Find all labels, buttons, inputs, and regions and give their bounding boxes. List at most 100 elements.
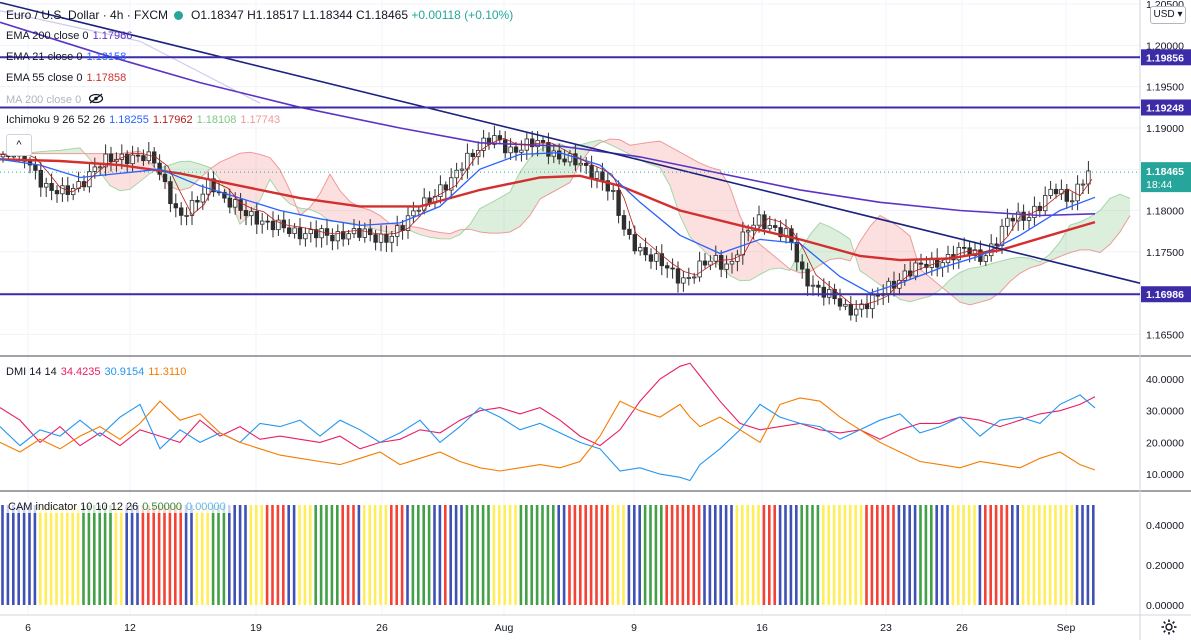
candle-body	[146, 151, 151, 162]
candle-body	[773, 225, 778, 228]
candle-body	[54, 190, 60, 195]
candle-170	[918, 253, 924, 271]
cloud-segment-23	[220, 157, 230, 201]
legend-dmi-name: DMI 14 14	[6, 366, 57, 378]
legend-ema55[interactable]: EMA 55 close 0 1.17858	[6, 72, 130, 84]
cloud-segment-93	[920, 269, 930, 299]
cloud-segment-51	[500, 191, 510, 234]
candle-body	[686, 277, 691, 279]
time-tick-0: 6	[25, 622, 31, 634]
dmi-tick-3: 10.0000	[1146, 469, 1184, 481]
time-tick-8: 26	[956, 622, 968, 634]
candle-body	[232, 199, 238, 208]
collapse-legend-button[interactable]: ^	[6, 134, 32, 156]
candle-85	[459, 162, 465, 181]
dmi-tick-2: 20.0000	[1146, 437, 1184, 449]
candle-164	[886, 277, 891, 303]
cloud-segment-110	[1090, 210, 1100, 253]
cloud-segment-8	[70, 147, 80, 154]
candle-body	[49, 182, 54, 191]
candle-177	[956, 242, 961, 269]
cloud-segment-34	[330, 174, 340, 222]
candle-75	[405, 207, 411, 239]
cloud-segment-24	[230, 153, 240, 225]
candle-body	[243, 210, 249, 217]
price-tag-bg-0	[1141, 49, 1191, 66]
candle-15	[81, 175, 87, 192]
cloud-segment-102	[1010, 257, 1020, 282]
cloud-segment-54	[530, 149, 540, 216]
candle-body	[627, 228, 632, 235]
axes[interactable]: 1.205001.200001.195001.190001.185001.180…	[25, 0, 1191, 634]
price-tag-bg-2	[1141, 286, 1191, 303]
price-tag-1: 1.19248	[1146, 102, 1184, 114]
eye-hidden-icon[interactable]	[88, 93, 104, 104]
candle-body	[459, 168, 465, 171]
time-tick-5: 9	[631, 622, 637, 634]
cloud-segment-87	[860, 226, 870, 278]
candle-body	[1043, 195, 1048, 212]
legend-ema200[interactable]: EMA 200 close 0 1.17966	[6, 30, 136, 42]
candle-body	[567, 153, 573, 163]
candle-81	[438, 175, 443, 204]
time-tick-6: 16	[756, 622, 768, 634]
candle-body	[1064, 188, 1069, 202]
candle-97	[524, 132, 529, 160]
candle-51	[276, 214, 281, 236]
candle-113	[611, 184, 616, 200]
candle-16	[87, 163, 92, 193]
cloud-segment-99	[980, 263, 990, 303]
candle-body	[621, 215, 627, 230]
legend-ema21[interactable]: EMA 21 close 0 1.18158	[6, 51, 130, 63]
legend-dmi[interactable]: DMI 14 14 34.4235 30.9154 11.3110	[6, 366, 190, 378]
candle-body	[659, 253, 664, 267]
candle-body	[270, 220, 276, 231]
symbol-header: Euro / U.S. Dollar · 4h · FXCM O1.18347 H…	[6, 8, 513, 22]
cloud-segment-36	[350, 201, 360, 225]
symbol-title[interactable]: Euro / U.S. Dollar · 4h · FXCM	[6, 8, 169, 22]
legend-ichimoku[interactable]: Ichimoku 9 26 52 26 1.18255 1.17962 1.18108…	[6, 114, 284, 126]
cloud-segment-67	[660, 141, 670, 186]
price-tick-2: 1.19500	[1146, 82, 1184, 94]
candle-body	[540, 140, 546, 143]
candle-body	[708, 260, 713, 266]
candle-body	[11, 155, 16, 158]
candle-123	[665, 262, 670, 278]
candle-body	[713, 254, 718, 262]
cloud-segment-44	[430, 230, 440, 239]
candle-134	[724, 255, 729, 279]
candle-body	[616, 189, 621, 216]
candle-body	[805, 268, 810, 287]
candle-body	[81, 181, 87, 188]
legend-ma200[interactable]: MA 200 close 0	[6, 93, 104, 106]
candle-14	[76, 171, 81, 193]
candle-125	[675, 261, 681, 293]
cloud-segment-94	[930, 277, 940, 297]
candle-body	[162, 173, 168, 182]
candle-body	[983, 255, 988, 262]
candle-body	[519, 149, 524, 153]
ohlc-open: 1.18347	[200, 8, 244, 22]
legend-dmi-plus: 34.4235	[60, 366, 101, 378]
candle-body	[1075, 183, 1080, 202]
price-tag-bg-1	[1141, 99, 1191, 116]
candle-body	[205, 178, 211, 195]
ohlc-high: 1.18517	[255, 8, 300, 22]
legend-dmi-adx: 11.3110	[148, 366, 187, 378]
candle-body	[724, 263, 729, 270]
candle-108	[584, 156, 589, 175]
candle-194	[1048, 180, 1053, 199]
gear-icon[interactable]	[1160, 618, 1178, 636]
legend-cam[interactable]: CAM indicator 10 10 12 26 0.50000 0.00000	[6, 501, 232, 513]
candle-44	[238, 192, 243, 220]
adx-line	[0, 397, 1096, 472]
candle-body	[259, 220, 265, 225]
cloud-segment-21	[200, 164, 210, 179]
currency-button[interactable]: USD ▾	[1150, 6, 1186, 24]
time-tick-9: Sep	[1057, 622, 1076, 634]
candle-9	[49, 173, 54, 201]
ohlc-open-label: O	[191, 8, 201, 22]
candle-body	[675, 268, 681, 284]
candle-73	[394, 215, 400, 247]
legend-ema200-value: 1.17966	[92, 30, 133, 42]
